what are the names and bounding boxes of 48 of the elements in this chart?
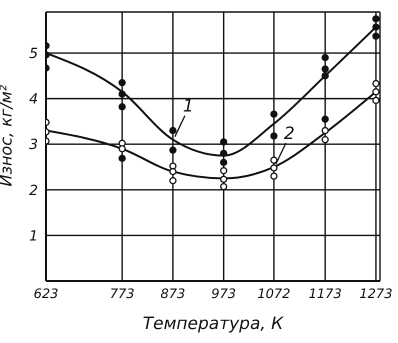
point <box>169 177 177 184</box>
y-tick-label: 2 <box>29 182 38 199</box>
point <box>220 158 228 166</box>
point <box>322 126 329 134</box>
point <box>169 168 177 176</box>
annotation: 1 <box>182 96 194 117</box>
point <box>270 156 278 164</box>
x-axis-title: Температура, К <box>142 314 284 334</box>
x-tick-label: 873 <box>160 287 186 302</box>
point <box>270 172 278 180</box>
point <box>270 110 278 118</box>
point <box>169 126 177 134</box>
point <box>220 176 228 183</box>
point <box>372 23 380 31</box>
y-axis-title: Износ, кг/м² <box>0 84 16 186</box>
x-tick-label: 1273 <box>359 287 392 302</box>
y-tick-label: 4 <box>29 92 38 108</box>
point <box>118 103 126 110</box>
point <box>220 138 228 146</box>
point <box>372 32 380 40</box>
point <box>118 79 126 86</box>
point <box>118 154 126 162</box>
x-tick-label: 1072 <box>257 287 290 302</box>
point <box>322 136 329 144</box>
annotation: 2 <box>284 124 295 144</box>
point <box>322 115 329 123</box>
point <box>270 132 278 140</box>
point <box>220 182 228 190</box>
x-tick-label: 773 <box>110 287 135 302</box>
point <box>220 150 228 157</box>
point <box>118 145 126 152</box>
point <box>372 88 380 96</box>
point <box>270 164 278 172</box>
x-tick-label: 623 <box>34 287 58 302</box>
point <box>322 72 329 80</box>
x-tick-label: 1173 <box>308 287 342 302</box>
point <box>372 15 380 22</box>
point <box>220 167 228 174</box>
y-tick-label: 1 <box>29 228 38 244</box>
point <box>322 54 329 62</box>
y-tick-label: 5 <box>29 46 38 62</box>
point <box>169 146 177 154</box>
y-tick-label: 3 <box>29 137 38 154</box>
point <box>372 96 380 104</box>
point <box>322 65 329 73</box>
point <box>118 90 126 98</box>
x-tick-label: 973 <box>211 287 236 302</box>
point <box>372 80 380 88</box>
